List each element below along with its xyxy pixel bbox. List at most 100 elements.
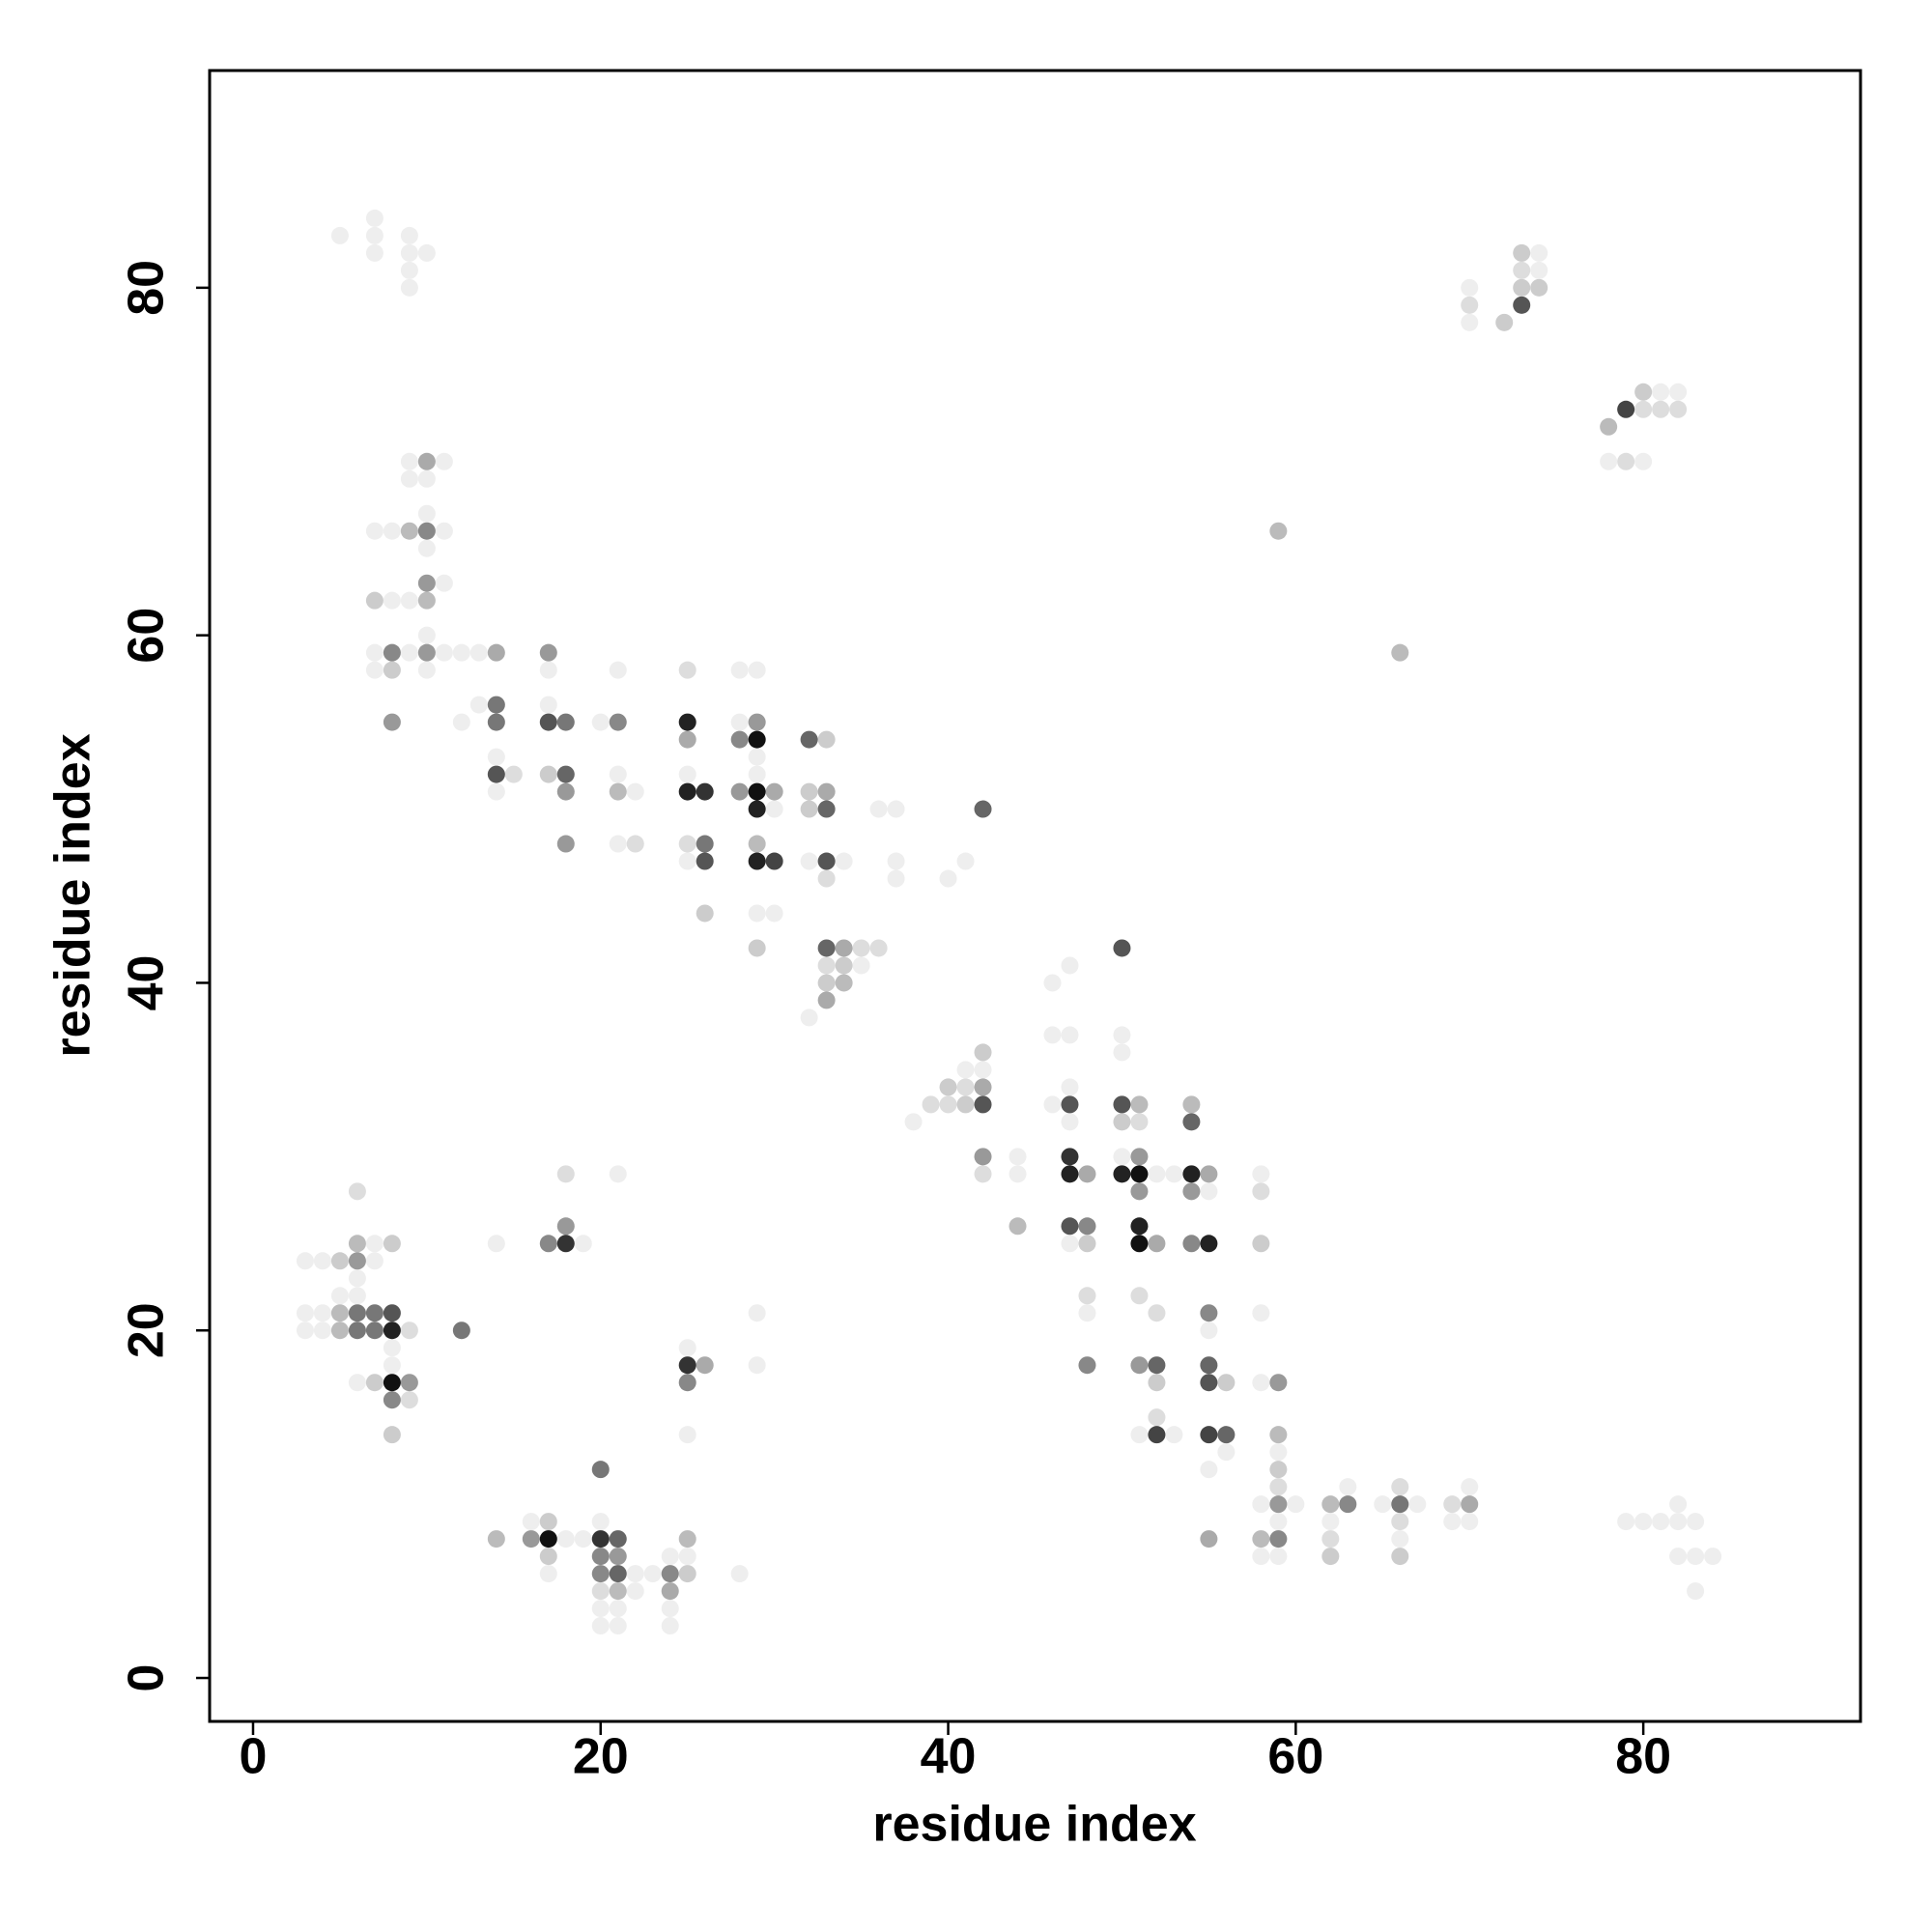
point — [817, 956, 836, 975]
point — [1391, 1548, 1409, 1566]
point — [487, 1235, 505, 1253]
point — [1113, 1165, 1131, 1183]
point — [348, 1235, 366, 1253]
point — [1200, 1165, 1218, 1183]
point — [939, 869, 957, 888]
point — [661, 1548, 679, 1566]
point — [1078, 1165, 1096, 1183]
point — [1269, 1461, 1288, 1479]
point — [365, 661, 384, 679]
point — [1148, 1165, 1166, 1183]
point — [869, 939, 888, 957]
point — [556, 1235, 575, 1253]
point — [400, 522, 418, 540]
point — [365, 1374, 384, 1392]
point — [383, 1391, 401, 1409]
point — [417, 504, 436, 523]
point — [1704, 1548, 1722, 1566]
point — [678, 1426, 696, 1444]
point — [730, 1565, 749, 1583]
point — [487, 643, 505, 662]
point — [400, 452, 418, 470]
point — [487, 765, 505, 783]
point — [678, 1339, 696, 1357]
point — [1200, 1235, 1218, 1253]
point — [591, 1617, 610, 1635]
point — [730, 713, 749, 731]
point — [1130, 1095, 1149, 1114]
point — [748, 782, 766, 801]
point — [678, 1374, 696, 1392]
point — [817, 852, 836, 870]
point — [1530, 278, 1548, 297]
point — [609, 1617, 627, 1635]
point — [591, 1513, 610, 1531]
point — [330, 1287, 349, 1305]
point — [1617, 400, 1635, 418]
point — [591, 1582, 610, 1601]
point — [1269, 1374, 1288, 1392]
point — [417, 522, 436, 540]
point — [1148, 1304, 1166, 1322]
point — [748, 835, 766, 853]
point — [730, 782, 749, 801]
point — [1130, 1287, 1149, 1305]
point — [1252, 1530, 1270, 1548]
point — [1321, 1495, 1340, 1514]
point — [1652, 383, 1670, 401]
point — [678, 713, 696, 731]
point — [1113, 1043, 1131, 1062]
point — [365, 522, 384, 540]
point — [1130, 1217, 1149, 1236]
point — [678, 730, 696, 749]
point — [956, 1061, 975, 1079]
point — [835, 852, 853, 870]
point — [1182, 1113, 1201, 1131]
point — [1165, 1426, 1183, 1444]
point — [1252, 1304, 1270, 1322]
point — [956, 1078, 975, 1096]
point — [1061, 1095, 1079, 1114]
point — [539, 696, 557, 714]
point — [1269, 1495, 1288, 1514]
point — [748, 730, 766, 749]
point — [748, 800, 766, 818]
point — [556, 1165, 575, 1183]
point — [1513, 243, 1531, 262]
point — [1009, 1148, 1027, 1166]
point — [1200, 1304, 1218, 1322]
point — [869, 800, 888, 818]
point — [383, 1304, 401, 1322]
point — [1148, 1235, 1166, 1253]
point — [296, 1252, 314, 1270]
point — [1374, 1495, 1392, 1514]
point — [1130, 1148, 1149, 1166]
point — [956, 852, 975, 870]
point — [1252, 1374, 1270, 1392]
point — [852, 939, 870, 957]
point — [313, 1321, 331, 1340]
point — [1669, 1513, 1688, 1531]
point — [1652, 400, 1670, 418]
point — [817, 782, 836, 801]
point — [1043, 974, 1062, 992]
point — [574, 1530, 592, 1548]
point — [383, 1339, 401, 1357]
point — [348, 1269, 366, 1288]
point — [1634, 383, 1653, 401]
point — [835, 939, 853, 957]
x-tick-label: 0 — [240, 1729, 268, 1785]
point — [643, 1565, 662, 1583]
point — [1617, 452, 1635, 470]
point — [591, 1530, 610, 1548]
point — [974, 1148, 992, 1166]
point — [609, 713, 627, 731]
point — [678, 1548, 696, 1566]
point — [817, 991, 836, 1009]
point — [748, 1304, 766, 1322]
point — [539, 713, 557, 731]
x-tick-label: 60 — [1267, 1729, 1323, 1785]
point — [417, 469, 436, 488]
point — [1148, 1408, 1166, 1427]
point — [383, 1321, 401, 1340]
